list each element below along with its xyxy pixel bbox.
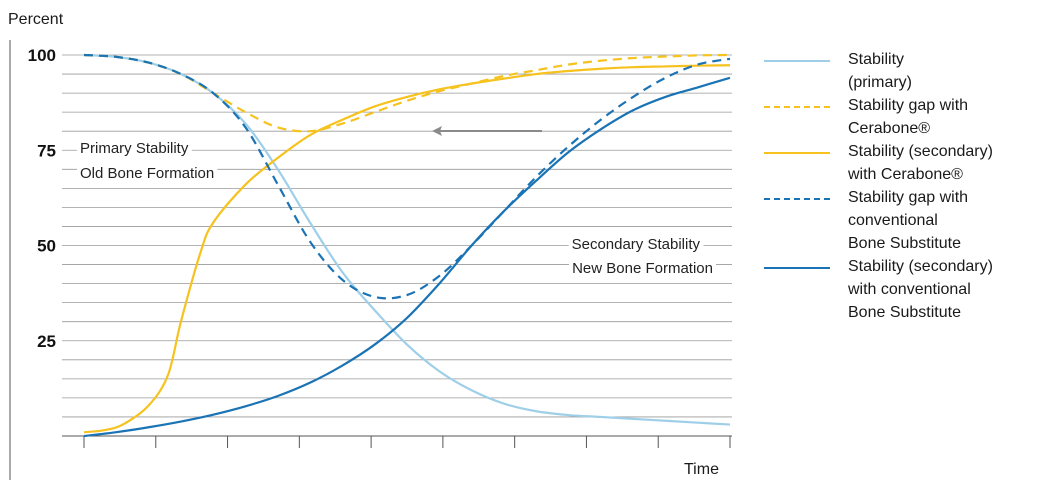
legend-swatch bbox=[764, 106, 830, 108]
gridlines bbox=[62, 54, 732, 418]
legend-swatch bbox=[764, 60, 830, 62]
legend-item: Stability gap with Cerabone® bbox=[760, 94, 1040, 140]
legend-swatch bbox=[764, 198, 830, 200]
legend: Stability (primary) Stability gap with Ce… bbox=[760, 48, 1040, 324]
trend-arrow-head bbox=[432, 126, 442, 136]
annotation-label: Primary Stability bbox=[80, 140, 189, 157]
x-axis-label: Time bbox=[684, 461, 719, 478]
series-line-4 bbox=[83, 53, 731, 300]
annotation-backdrop bbox=[568, 235, 704, 254]
legend-label: Stability (secondary) with conventional … bbox=[848, 258, 993, 321]
legend-item: Stability (secondary) with conventional … bbox=[760, 255, 1040, 324]
y-tick-label: 75 bbox=[37, 141, 56, 160]
y-tick-labels: 100 75 50 25 bbox=[28, 46, 56, 351]
legend-label: Stability (secondary) with Cerabone® bbox=[848, 143, 993, 183]
legend-swatch bbox=[764, 152, 830, 154]
annotation-label: Old Bone Formation bbox=[80, 165, 214, 182]
legend-swatch bbox=[764, 267, 830, 269]
y-tick-label: 50 bbox=[37, 237, 56, 256]
y-tick-label: 100 bbox=[28, 46, 56, 65]
legend-label: Stability (primary) bbox=[848, 51, 912, 91]
legend-label: Stability gap with Cerabone® bbox=[848, 97, 969, 137]
series-line-3 bbox=[83, 64, 731, 434]
series-lines bbox=[83, 53, 731, 438]
annotation-backdrop bbox=[77, 164, 218, 183]
annotations: Primary Stability Old Bone Formation Secon… bbox=[77, 139, 716, 278]
x-ticks bbox=[83, 436, 731, 448]
annotation-backdrop bbox=[77, 139, 192, 158]
axes bbox=[9, 40, 732, 480]
y-axis-label: Percent bbox=[8, 11, 64, 28]
legend-item: Stability gap with conventional Bone Sub… bbox=[760, 186, 1040, 255]
legend-item: Stability (secondary) with Cerabone® bbox=[760, 140, 1040, 186]
legend-label: Stability gap with conventional Bone Sub… bbox=[848, 189, 969, 252]
annotation-label: New Bone Formation bbox=[572, 260, 713, 277]
annotation-label: Secondary Stability bbox=[572, 236, 701, 253]
series-line-5 bbox=[83, 76, 731, 438]
y-tick-label: 25 bbox=[37, 332, 56, 351]
legend-item: Stability (primary) bbox=[760, 48, 1040, 94]
annotation-backdrop bbox=[569, 259, 716, 278]
